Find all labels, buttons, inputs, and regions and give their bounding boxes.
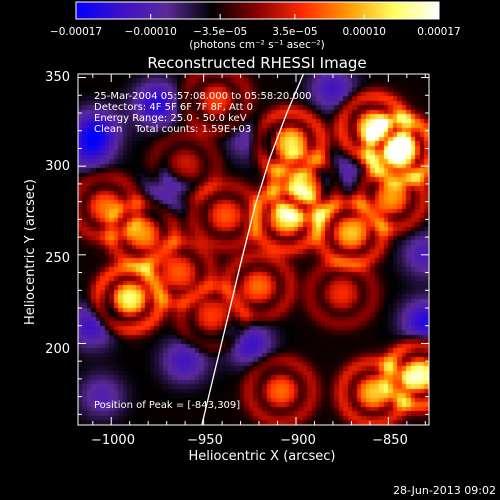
colorbar-tick-label: −3.5e−05 — [193, 26, 247, 38]
chart-title: Reconstructed RHESSI Image — [147, 54, 366, 72]
colorbar-gradient — [76, 2, 439, 19]
x-tick-label: −950 — [187, 433, 223, 448]
x-tick-label: −900 — [280, 433, 316, 448]
observation-annotations: 25-Mar-2004 05:57:08.000 to 05:58:20.000… — [94, 91, 312, 135]
annotation-detectors: Detectors: 4F 5F 6F 7F 8F, Att 0 — [94, 102, 253, 113]
colorbar-ticks: −0.00017 −0.00010 −3.5e−05 3.5e−05 0.00010 0.… — [50, 14, 461, 38]
y-tick-label: 200 — [45, 342, 70, 357]
colorbar: −0.00017 −0.00010 −3.5e−05 3.5e−05 0.00010 0.… — [50, 1, 461, 51]
solar-limb-curve — [201, 73, 304, 426]
annotation-clean-counts: Clean Total counts: 1.59E+03 — [94, 124, 251, 135]
y-tick-label: 250 — [45, 251, 70, 266]
colorbar-unit-label: (photons cm⁻² s⁻¹ asec⁻²) — [189, 39, 324, 51]
x-tick-label: −1000 — [91, 433, 135, 448]
plot-area: 25-Mar-2004 05:57:08.000 to 05:58:20.000… — [77, 73, 430, 426]
heatmap-image — [78, 74, 429, 425]
axis-ticks — [78, 74, 429, 425]
x-tick-labels: −1000 −950 −900 −850 — [91, 433, 408, 448]
y-tick-labels: 200 250 300 350 — [45, 70, 70, 357]
colorbar-frame — [75, 1, 440, 20]
y-tick-label: 300 — [45, 159, 70, 174]
y-axis-label: Heliocentric Y (arcsec) — [23, 179, 38, 325]
x-tick-label: −850 — [372, 433, 408, 448]
peak-position-label: Position of Peak = [-843,309] — [94, 400, 240, 411]
render-timestamp: 28-Jun-2013 09:02 — [393, 484, 496, 497]
y-tick-label: 350 — [45, 70, 70, 85]
plot-frame — [77, 73, 430, 426]
annotation-energy-range: Energy Range: 25.0 - 50.0 keV — [94, 113, 247, 124]
annotation-time-range: 25-Mar-2004 05:57:08.000 to 05:58:20.000 — [94, 91, 312, 102]
colorbar-tick-label: 3.5e−05 — [272, 26, 317, 38]
colorbar-tick-label: −0.00010 — [125, 26, 177, 38]
colorbar-tick-label: 0.00010 — [343, 26, 386, 38]
colorbar-tick-label: −0.00017 — [50, 26, 102, 38]
x-axis-label: Heliocentric X (arcsec) — [189, 449, 336, 464]
colorbar-tick-label: 0.00017 — [417, 26, 460, 38]
